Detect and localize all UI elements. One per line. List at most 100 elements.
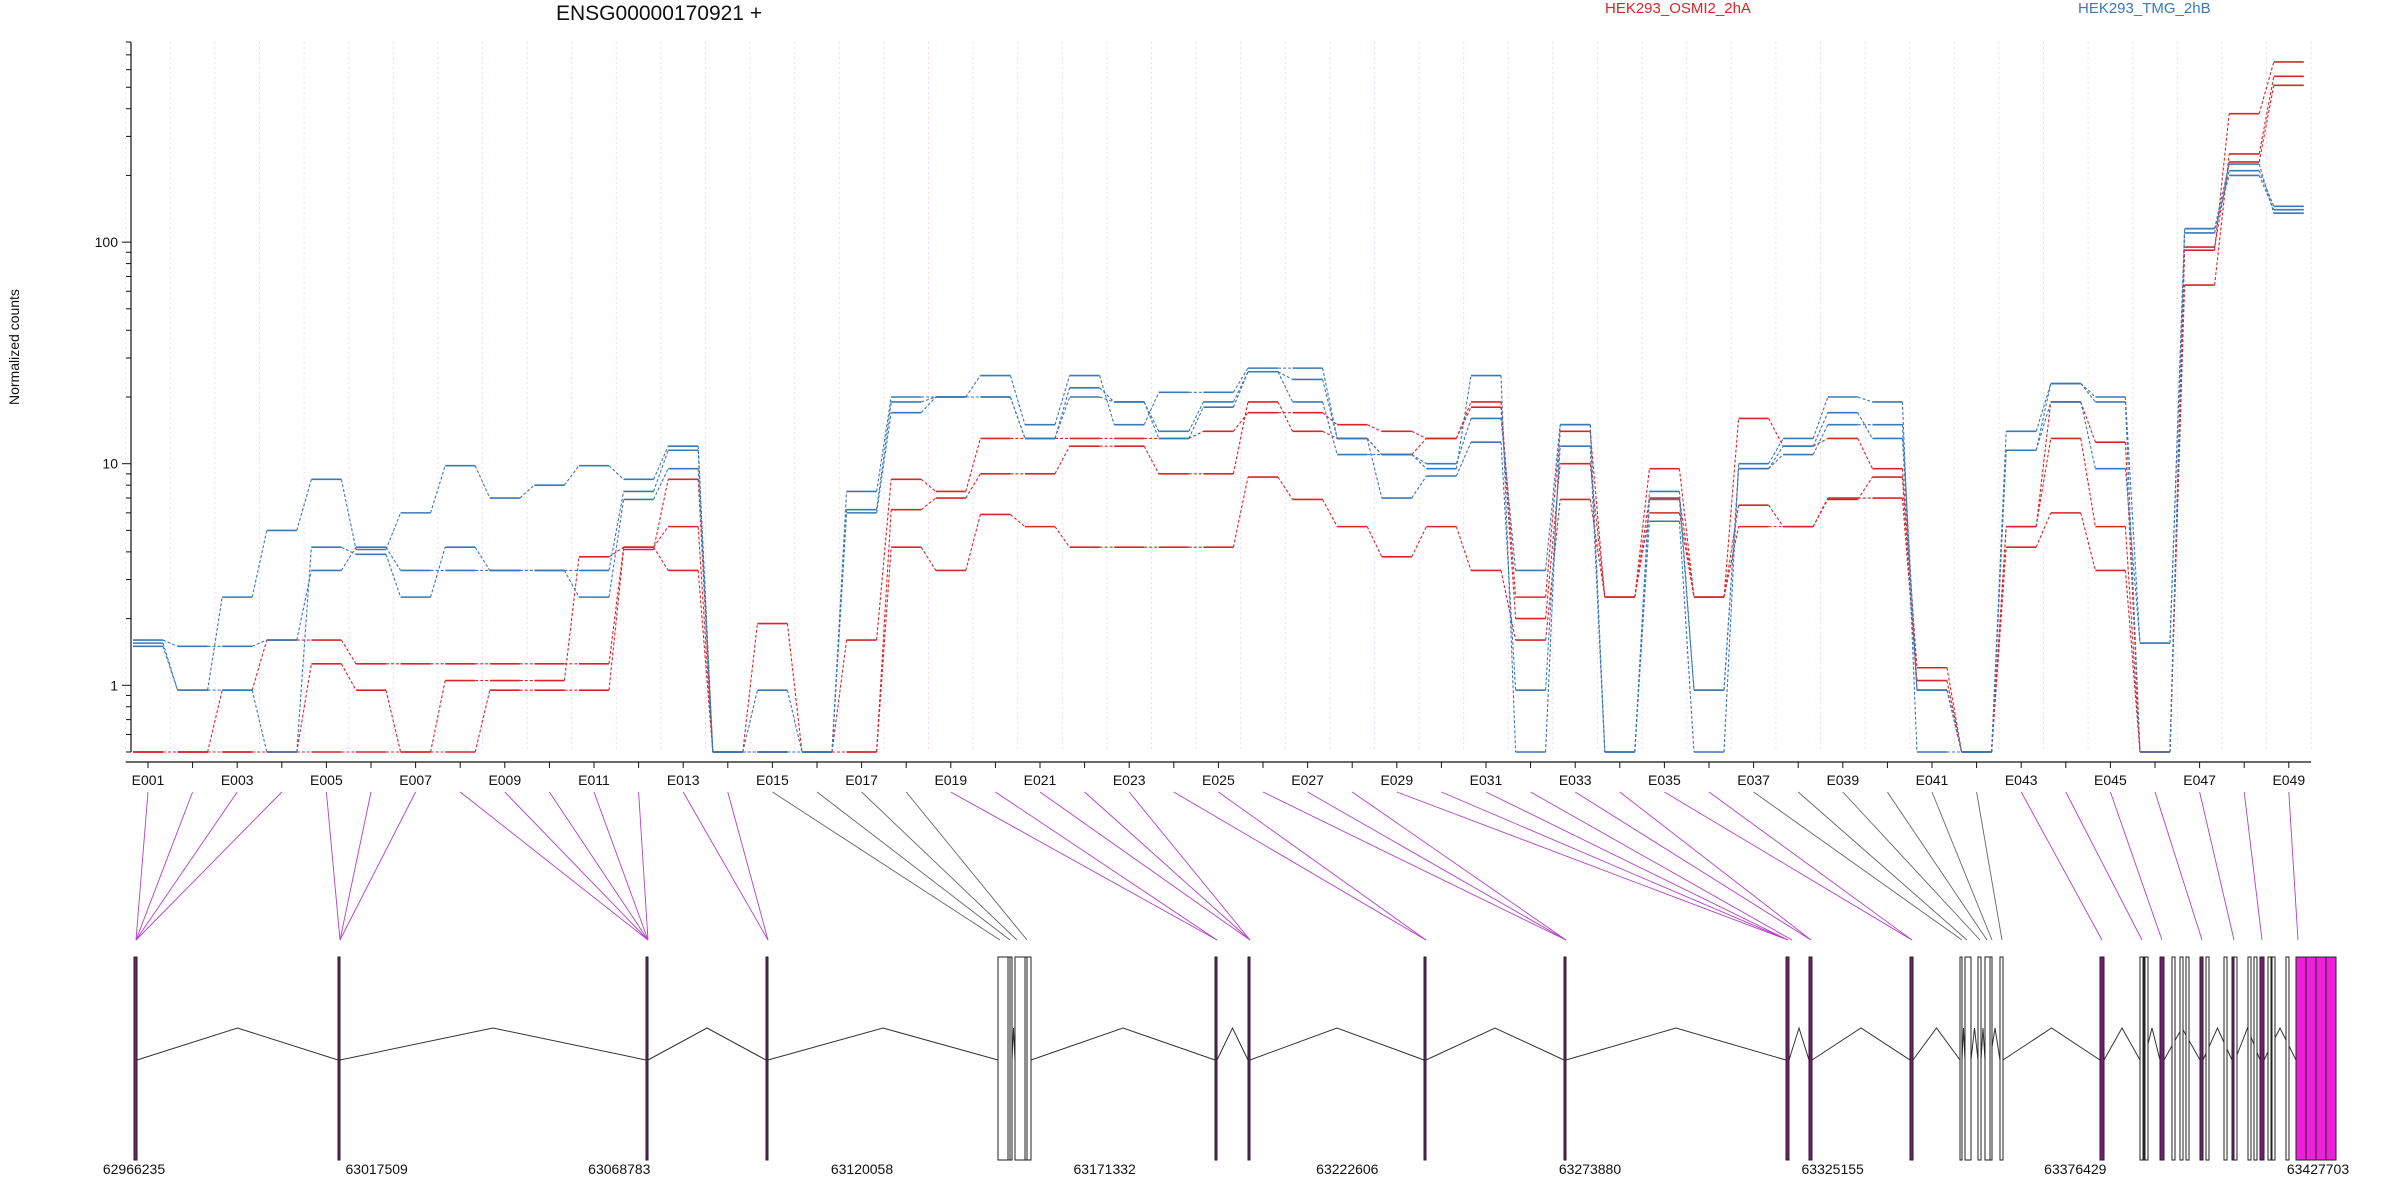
data-connector: [1143, 401, 1160, 432]
exon-box: [1247, 956, 1251, 1161]
data-connector: [920, 478, 937, 492]
legend-entry-tmg: HEK293_TMG_2hB: [2078, 0, 2211, 17]
exon-connector: [135, 791, 194, 941]
exon-connector: [1218, 791, 1427, 941]
data-connector: [920, 396, 937, 414]
data-connector: [1188, 406, 1204, 439]
x-tick-label: E043: [2005, 772, 2038, 788]
x-tick-label: E001: [132, 772, 165, 788]
x-tick-label: E047: [2183, 772, 2216, 788]
data-connector: [653, 526, 669, 548]
intron: [1980, 1027, 1986, 1061]
data-connector: [1232, 401, 1249, 474]
exon-box: [2185, 956, 2190, 1161]
data-connector: [2035, 512, 2052, 548]
exon-connector: [325, 791, 341, 941]
data-connector: [1411, 454, 1427, 465]
data-connector: [1411, 526, 1427, 558]
data-connector: [1678, 521, 1695, 753]
data-connector: [1054, 445, 1071, 475]
data-connector: [608, 465, 624, 480]
series-HEK293_OSMI2_2hA: [133, 75, 2304, 753]
series-HEK293_OSMI2_2hA: [133, 84, 2304, 753]
data-connector: [1188, 430, 1204, 439]
data-connector: [1455, 526, 1472, 571]
data-connector: [653, 479, 669, 550]
exon-connector: [1351, 791, 1567, 941]
series-lines: [133, 61, 2304, 753]
data-connector: [1054, 387, 1071, 439]
data-connector: [1322, 368, 1338, 439]
exon-connector: [1530, 791, 1793, 941]
data-connector: [1991, 547, 2007, 753]
data-connector: [1009, 375, 1026, 425]
x-tick-label: E009: [488, 772, 521, 788]
y-tick-label: 10: [102, 456, 118, 472]
x-tick-label: E013: [667, 772, 700, 788]
exon-box: [1964, 956, 1972, 1161]
exon-box: [337, 956, 341, 1161]
data-connector: [920, 546, 937, 571]
data-connector: [1322, 412, 1338, 426]
data-connector: [2080, 401, 2096, 469]
data-connector: [2258, 163, 2275, 214]
data-connector: [2124, 468, 2141, 644]
exon-box: [1984, 956, 1991, 1161]
exon-connector: [339, 791, 372, 941]
exon-box: [2144, 956, 2149, 1161]
data-connector: [563, 556, 580, 681]
x-tick-label: E005: [310, 772, 343, 788]
exon-box: [1785, 956, 1790, 1161]
exon-box: [765, 956, 769, 1161]
data-connector: [385, 554, 402, 598]
x-tick-label: E027: [1291, 772, 1324, 788]
exon-connector: [1753, 791, 1963, 941]
x-tick-label: E021: [1024, 772, 1057, 788]
data-connector: [474, 546, 491, 571]
exon-connector: [727, 791, 769, 941]
data-connector: [2124, 570, 2141, 753]
data-connector: [563, 570, 580, 598]
data-connector: [2080, 512, 2096, 571]
data-connector: [1322, 401, 1338, 455]
exon-connectors: [135, 791, 2299, 941]
exon-connector: [135, 791, 238, 941]
data-connector: [1634, 521, 1650, 753]
exon-box: [1808, 956, 1813, 1161]
data-connector: [1500, 375, 1517, 753]
data-connector: [1009, 396, 1026, 439]
data-connector: [1589, 431, 1606, 598]
data-connector: [1366, 424, 1383, 432]
data-connector: [1812, 437, 1829, 447]
exon-box: [2271, 956, 2276, 1161]
data-connector: [1678, 512, 1695, 598]
data-connector: [251, 639, 268, 647]
x-tick-label: E011: [578, 772, 610, 788]
genomic-coordinate-label: 63068783: [588, 1161, 651, 1177]
data-connector: [162, 639, 178, 647]
exon-connector: [1574, 791, 1812, 941]
data-connector: [1232, 476, 1249, 548]
y-tick-label: 100: [95, 234, 119, 250]
data-connector: [831, 639, 848, 753]
exon-box: [1014, 956, 1032, 1161]
exon-box: [2285, 956, 2290, 1161]
data-connector: [608, 547, 625, 664]
data-connector: [1054, 375, 1071, 425]
intron: [136, 1027, 339, 1061]
data-connector: [876, 479, 892, 641]
exon-connector: [1084, 791, 1251, 941]
data-connector: [162, 642, 179, 691]
intron: [1030, 1027, 1216, 1061]
data-connector: [2080, 383, 2096, 403]
data-connector: [608, 499, 625, 598]
exon-connector: [1842, 791, 1981, 941]
data-connector: [1366, 438, 1383, 499]
data-connector: [2080, 383, 2096, 398]
data-connector: [430, 547, 446, 598]
data-connector: [1545, 446, 1561, 691]
intron: [767, 1027, 999, 1061]
exon-box: [2199, 956, 2204, 1161]
intron: [647, 1027, 767, 1061]
data-connector: [1768, 445, 1784, 469]
